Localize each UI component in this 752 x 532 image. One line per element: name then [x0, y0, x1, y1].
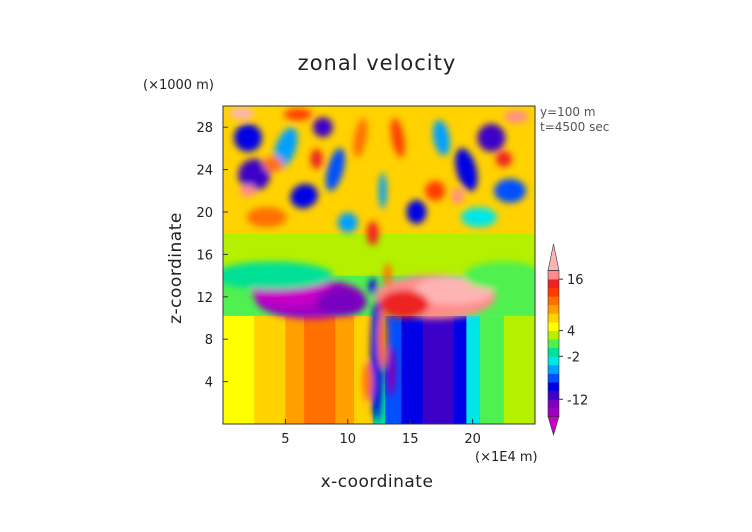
field-blob	[460, 207, 497, 228]
colorbar-labels: 16 4 -2 -12	[559, 273, 588, 408]
x-axis-label: x-coordinate	[321, 472, 434, 492]
annotation-t: t=4500 sec	[540, 120, 609, 134]
field-blob	[223, 261, 333, 290]
colorbar-swatch	[547, 416, 560, 437]
field-blob	[368, 278, 377, 295]
colorbar-swatch	[547, 243, 560, 271]
colorbar-swatch	[548, 390, 559, 400]
field-blob	[425, 180, 446, 201]
y-tick-label: 24	[196, 164, 213, 179]
field-blob	[283, 108, 312, 121]
colorbar-swatch	[548, 364, 559, 374]
field-blob	[233, 123, 262, 152]
colorbar-swatch	[548, 347, 559, 357]
field-blob	[239, 184, 256, 197]
field-blob	[477, 123, 506, 152]
colorbar-tick-label: -2	[567, 350, 580, 365]
field-blob	[495, 151, 512, 167]
field-band	[285, 315, 305, 424]
field-band	[466, 315, 481, 424]
field-blob-layer	[223, 107, 535, 421]
colorbar-swatch	[548, 399, 559, 409]
colorbar-swatch	[548, 304, 559, 314]
field-band	[335, 315, 355, 424]
y-tick-label: 20	[196, 206, 213, 221]
field-band	[304, 315, 336, 424]
field-band	[254, 315, 286, 424]
y-tick-label: 4	[205, 376, 213, 391]
colorbar-tick-label: 16	[567, 273, 584, 288]
field-blob	[451, 188, 464, 205]
field-blob	[378, 290, 429, 319]
y-tick-label: 16	[196, 248, 213, 263]
y-tick-label: 28	[196, 121, 213, 136]
field-blob	[290, 183, 318, 209]
colorbar-tick-label: 4	[567, 325, 575, 340]
field-band	[503, 315, 535, 424]
colorbar-swatch	[548, 270, 559, 280]
colorbar-swatch	[548, 313, 559, 323]
x-unit-label: (×1E4 m)	[475, 450, 538, 465]
field-blob	[310, 149, 323, 169]
field-band	[480, 315, 505, 424]
y-tick-label: 12	[196, 291, 213, 306]
field-blob	[353, 118, 368, 158]
field-blob	[325, 148, 345, 191]
field-blob	[383, 263, 392, 288]
colorbar-swatch	[548, 287, 559, 297]
colorbar-swatch	[548, 373, 559, 383]
field-blob	[337, 212, 358, 233]
field-blob	[362, 361, 373, 402]
colorbar-tick-label: -12	[567, 393, 588, 408]
colorbar-swatch	[548, 296, 559, 306]
colorbar-swatch	[548, 339, 559, 349]
field-blob	[312, 117, 333, 138]
contour-field	[223, 106, 535, 424]
field-blob	[229, 107, 254, 120]
x-tick-label: 15	[402, 432, 419, 447]
field-blob	[504, 110, 529, 123]
field-blob	[262, 156, 283, 173]
chart-title: zonal velocity	[298, 51, 457, 75]
x-ticks: 5 10 15 20	[281, 419, 481, 447]
colorbar-swatch	[548, 322, 559, 331]
field-blob	[378, 172, 387, 209]
y-unit-label: (×1000 m)	[143, 78, 214, 93]
field-blob	[366, 221, 379, 246]
colorbar-swatch	[548, 356, 559, 366]
x-tick-label: 10	[340, 432, 357, 447]
x-tick-label: 5	[281, 432, 289, 447]
y-ticks: 4 8 12 16 20 24 28	[196, 121, 228, 391]
x-tick-label: 20	[464, 432, 481, 447]
field-blob	[432, 120, 450, 156]
field-blob	[246, 207, 287, 228]
y-axis-label: z-coordinate	[166, 212, 186, 324]
colorbar	[547, 243, 560, 437]
field-blob	[377, 309, 388, 370]
field-blob	[238, 158, 271, 191]
field-band	[223, 315, 255, 424]
annotation-y: y=100 m	[540, 105, 596, 119]
colorbar-swatch	[548, 279, 559, 289]
field-blob	[494, 178, 527, 203]
colorbar-swatch	[548, 382, 559, 391]
plot-frame	[222, 105, 536, 425]
field-blob	[463, 261, 535, 290]
field-blob	[455, 148, 478, 192]
field-blob	[406, 200, 427, 224]
colorbar-swatch	[548, 407, 559, 417]
y-tick-label: 8	[205, 333, 213, 348]
field-blob	[390, 118, 405, 158]
colorbar-swatch	[548, 330, 559, 340]
field-band	[453, 315, 467, 424]
field-blob	[386, 346, 397, 396]
colorbar-frame	[547, 270, 560, 417]
field-blob	[316, 288, 367, 317]
field-band	[401, 315, 424, 424]
field-band	[422, 315, 455, 424]
